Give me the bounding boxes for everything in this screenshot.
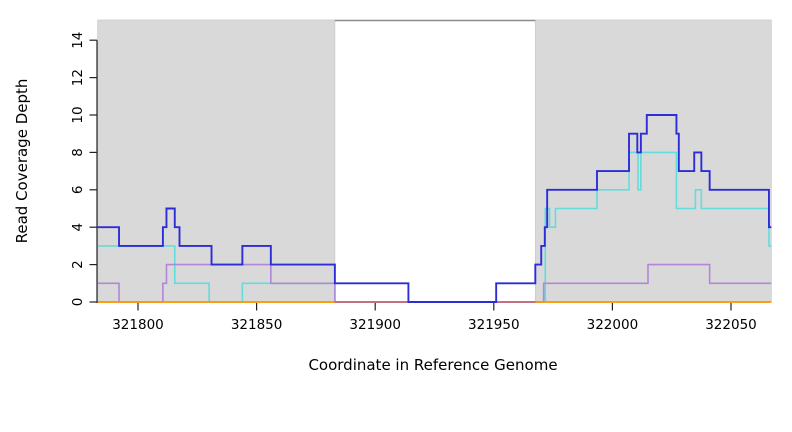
- axes: 0 2 4 6 8 10 12 14 321800 321850 321900 321950 32200…: [70, 32, 757, 333]
- x-tick-label: 322000: [587, 317, 639, 333]
- chart-legend: unique totalunique topunique bottomrepea…: [0, 402, 792, 426]
- y-axis-title: Read Coverage Depth: [13, 79, 31, 244]
- y-tick-label: 12: [70, 69, 86, 86]
- y-tick-label: 4: [70, 223, 86, 232]
- y-tick-label: 0: [70, 298, 86, 307]
- y-tick-label: 14: [70, 32, 86, 49]
- y-tick-label: 10: [70, 106, 86, 123]
- coverage-chart: 0 2 4 6 8 10 12 14 321800 321850 321900 321950 32200…: [13, 19, 772, 374]
- repeat-region-shading: [97, 19, 772, 302]
- x-tick-label: 321850: [231, 317, 283, 333]
- x-tick-label: 322050: [705, 317, 757, 333]
- x-tick-label: 321900: [349, 317, 401, 333]
- series-line-unique-total: [97, 114, 772, 303]
- series-lines: [97, 114, 772, 303]
- repeat-region-rect: [97, 19, 336, 302]
- x-tick-label: 321800: [112, 317, 164, 333]
- x-tick-label: 321950: [468, 317, 520, 333]
- y-tick-label: 2: [70, 260, 86, 269]
- repeat-region-rect: [534, 19, 772, 302]
- y-tick-label: 6: [70, 186, 86, 195]
- x-axis-title: Coordinate in Reference Genome: [308, 356, 557, 374]
- series-line-unique-top: [97, 151, 772, 303]
- y-tick-label: 8: [70, 148, 86, 157]
